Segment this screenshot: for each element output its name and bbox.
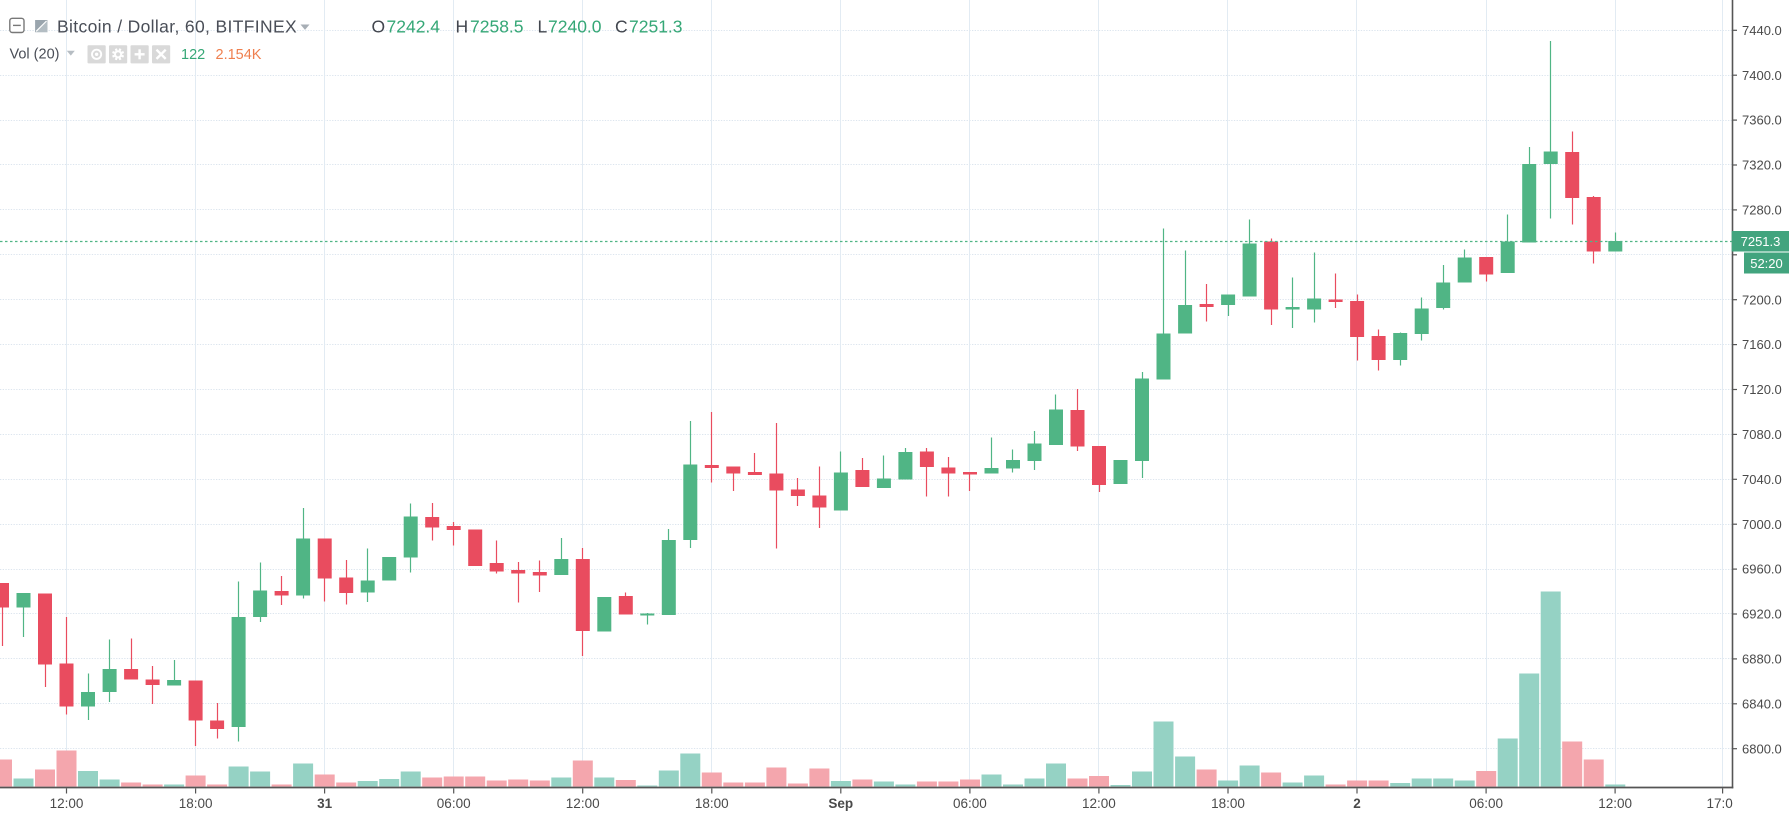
svg-text:H: H (456, 16, 469, 36)
svg-text:7280.0: 7280.0 (1742, 203, 1782, 218)
svg-text:12:00: 12:00 (50, 796, 84, 811)
svg-text:7080.0: 7080.0 (1742, 427, 1782, 442)
svg-text:7360.0: 7360.0 (1742, 113, 1782, 128)
svg-text:06:00: 06:00 (1469, 796, 1503, 811)
svg-text:7440.0: 7440.0 (1742, 23, 1782, 38)
svg-text:31: 31 (317, 796, 333, 811)
svg-text:7120.0: 7120.0 (1742, 382, 1782, 397)
svg-text:7242.4: 7242.4 (387, 16, 441, 36)
svg-text:C: C (615, 16, 628, 36)
svg-text:7258.5: 7258.5 (470, 16, 524, 36)
svg-text:L: L (538, 16, 548, 36)
svg-text:O: O (372, 16, 386, 36)
svg-text:06:00: 06:00 (437, 796, 471, 811)
svg-text:7320.0: 7320.0 (1742, 158, 1782, 173)
svg-text:6960.0: 6960.0 (1742, 562, 1782, 577)
svg-text:18:00: 18:00 (695, 796, 729, 811)
svg-text:Bitcoin / Dollar, 60, BITFINEX: Bitcoin / Dollar, 60, BITFINEX (57, 16, 297, 36)
svg-text:6800.0: 6800.0 (1742, 741, 1782, 756)
svg-text:Sep: Sep (828, 796, 853, 811)
svg-text:7251.3: 7251.3 (1741, 234, 1781, 249)
svg-text:122: 122 (181, 47, 205, 63)
svg-text:12:00: 12:00 (1082, 796, 1116, 811)
svg-text:12:00: 12:00 (566, 796, 600, 811)
svg-text:7251.3: 7251.3 (629, 16, 683, 36)
svg-text:Vol (20): Vol (20) (10, 47, 60, 63)
svg-text:2.154K: 2.154K (216, 47, 262, 63)
svg-text:52:20: 52:20 (1750, 256, 1783, 271)
svg-text:2: 2 (1353, 796, 1361, 811)
svg-text:6920.0: 6920.0 (1742, 607, 1782, 622)
svg-text:7040.0: 7040.0 (1742, 472, 1782, 487)
svg-text:06:00: 06:00 (953, 796, 987, 811)
svg-text:7240.0: 7240.0 (548, 16, 602, 36)
svg-text:17:0: 17:0 (1707, 796, 1733, 811)
svg-text:18:00: 18:00 (1211, 796, 1245, 811)
svg-text:12:00: 12:00 (1598, 796, 1632, 811)
svg-text:7200.0: 7200.0 (1742, 292, 1782, 307)
svg-text:18:00: 18:00 (179, 796, 213, 811)
svg-text:7400.0: 7400.0 (1742, 68, 1782, 83)
svg-text:6840.0: 6840.0 (1742, 696, 1782, 711)
svg-text:7160.0: 7160.0 (1742, 337, 1782, 352)
svg-text:7000.0: 7000.0 (1742, 517, 1782, 532)
svg-text:6880.0: 6880.0 (1742, 652, 1782, 667)
